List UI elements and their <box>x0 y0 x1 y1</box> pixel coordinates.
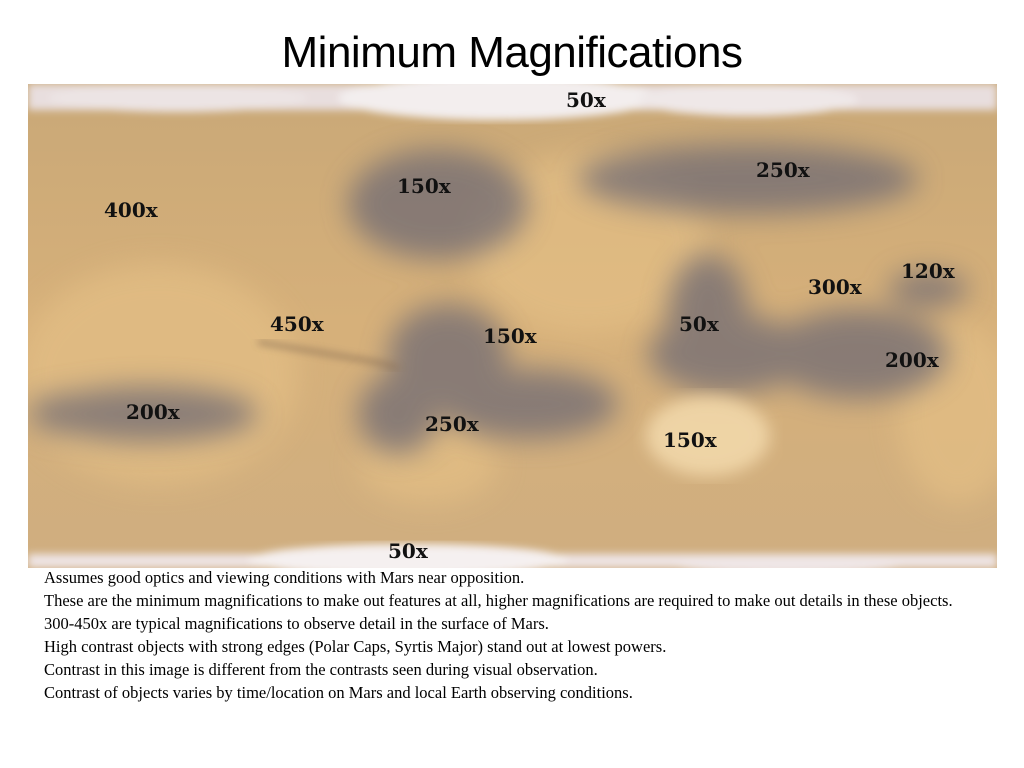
mars-map: 50x 150x 250x 400x 120x 300x 450x 150x 5… <box>28 84 997 568</box>
label-valles-450: 450x <box>270 312 324 336</box>
mars-surface-image <box>28 84 997 568</box>
label-north-polar-cap: 50x <box>566 88 606 112</box>
note-item: 300-450x are typical magnifications to o… <box>44 614 549 633</box>
label-north-250: 250x <box>756 158 810 182</box>
label-east-200: 200x <box>885 348 939 372</box>
notes-list: Assumes good optics and viewing conditio… <box>44 569 994 707</box>
note-item: These are the minimum magnifications to … <box>44 591 953 610</box>
note-item: High contrast objects with strong edges … <box>44 637 667 656</box>
label-hellas-150: 150x <box>663 428 717 452</box>
label-west-400: 400x <box>104 198 158 222</box>
label-north-150: 150x <box>397 174 451 198</box>
page-title: Minimum Magnifications <box>281 28 743 77</box>
note-item: Assumes good optics and viewing conditio… <box>44 568 525 587</box>
label-south-polar-cap: 50x <box>388 539 428 563</box>
label-east-300: 300x <box>808 275 862 299</box>
label-west-200: 200x <box>126 400 180 424</box>
label-syrtis-50: 50x <box>679 312 719 336</box>
label-east-120: 120x <box>901 259 955 283</box>
note-item: Contrast in this image is different from… <box>44 660 598 679</box>
label-south-250: 250x <box>425 412 479 436</box>
note-item: Contrast of objects varies by time/locat… <box>44 683 633 702</box>
label-center-150: 150x <box>483 324 537 348</box>
